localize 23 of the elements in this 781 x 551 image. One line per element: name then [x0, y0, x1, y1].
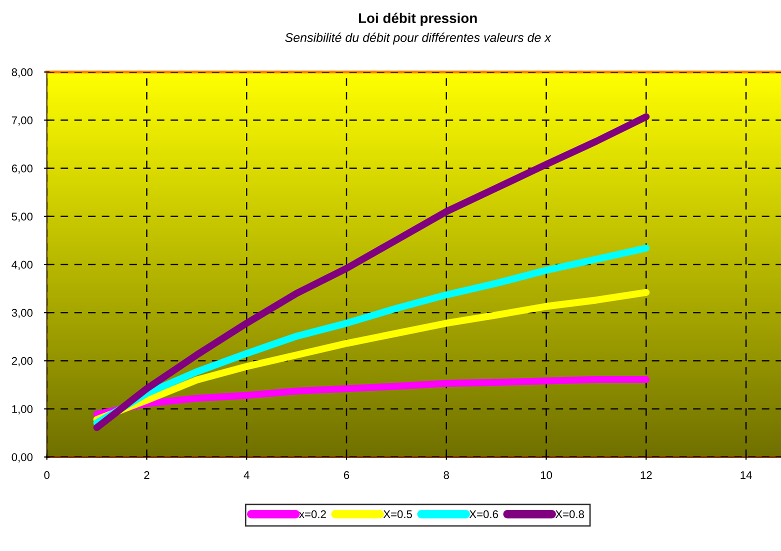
x-tick-label: 6 — [344, 471, 350, 480]
y-tick-label: 2,00 — [12, 357, 33, 366]
chart-title: Loi débit pression — [358, 12, 477, 26]
y-tick-label: 3,00 — [12, 308, 33, 318]
legend-label: X=0.5 — [383, 510, 412, 518]
y-tick-label: 7,00 — [12, 116, 33, 126]
legend-label: X=0.6 — [469, 510, 498, 518]
x-tick-label: 14 — [740, 471, 752, 479]
y-tick-label: 8,00 — [12, 68, 33, 78]
x-tick-label: 2 — [144, 471, 150, 479]
y-tick-label: 6,00 — [12, 164, 33, 174]
x-tick-label: 8 — [444, 471, 449, 480]
x-tick-label: 4 — [244, 471, 250, 479]
y-tick-label: 0,00 — [12, 453, 33, 462]
y-tick-label: 4,00 — [12, 260, 33, 270]
x-tick-label: 0 — [44, 471, 50, 480]
legend-label: x=0.2 — [299, 510, 326, 518]
x-tick-label: 10 — [540, 471, 552, 480]
y-tick-label: 1,00 — [12, 405, 33, 414]
legend-label: X=0.8 — [555, 510, 584, 518]
chart-subtitle: Sensibilité du débit pour différentes valeurs de x — [285, 32, 552, 44]
x-tick-label: 12 — [640, 471, 652, 479]
y-tick-label: 5,00 — [12, 212, 33, 222]
